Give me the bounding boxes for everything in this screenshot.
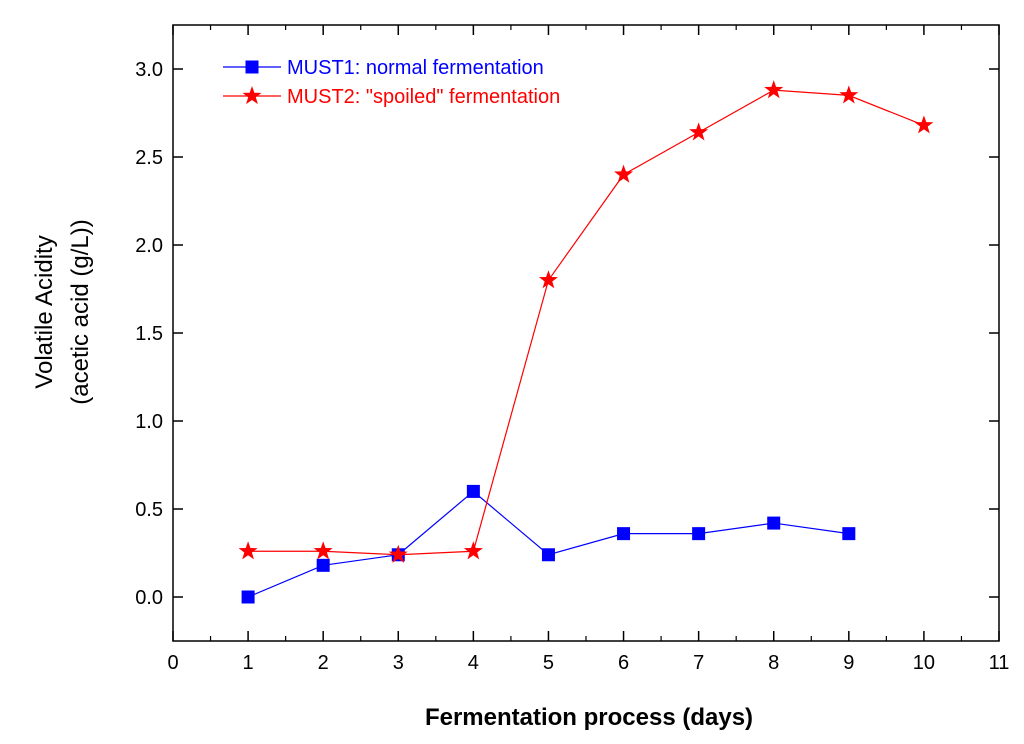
series-1-line: [247, 490, 849, 598]
series-2-point: [689, 122, 709, 141]
x-tick-label: 3: [393, 652, 404, 674]
y-axis: 0.0 0.5 1.0 1.5 2.0 2.5 3.0: [135, 59, 999, 609]
series-2-point: [538, 270, 558, 289]
series-2-point: [914, 115, 934, 134]
series-2-point: [614, 164, 634, 183]
x-tick-label: 4: [468, 652, 479, 674]
series-2-point: [313, 541, 333, 560]
y-tick-label: 2.5: [135, 147, 163, 169]
y-axis-title-group: Volatile Acidity (acetic acid (g/L)): [31, 219, 94, 404]
x-tick-label: 7: [693, 652, 704, 674]
legend-entry-2: MUST2: "spoiled" fermentation: [223, 86, 560, 108]
legend-marker: [245, 60, 259, 74]
x-tick-label: 6: [618, 652, 629, 674]
x-tick-label: 1: [243, 652, 254, 674]
x-tick-label: 0: [167, 652, 178, 674]
x-tick-label: 9: [843, 652, 854, 674]
legend-marker: [242, 86, 262, 105]
series-2-point: [463, 541, 483, 560]
y-tick-label: 0.5: [135, 499, 163, 521]
series-2-point: [238, 541, 258, 560]
legend-label: MUST1: normal fermentation: [287, 57, 544, 79]
series-1-point: [316, 558, 330, 572]
x-axis: 0 1 2 3 4 5 6 7 8 9 10 11: [167, 25, 1009, 674]
y-tick-label: 1.0: [135, 411, 163, 433]
legend: MUST1: normal fermentation MUST2: "spoile…: [223, 57, 560, 108]
x-tick-label: 10: [913, 652, 935, 674]
series-1: [241, 484, 856, 604]
plot-frame: [172, 24, 1000, 642]
plot-border: [172, 24, 1000, 642]
y-tick-label: 0.0: [135, 587, 163, 609]
series-1-point: [541, 548, 555, 562]
legend-label: MUST2: "spoiled" fermentation: [287, 86, 560, 108]
series-1-point: [466, 484, 480, 498]
series-layer: [238, 80, 934, 604]
series-1-point: [241, 590, 255, 604]
y-axis-title-line2: (acetic acid (g/L)): [67, 219, 94, 404]
series-1-point: [617, 527, 631, 541]
series-2-point: [388, 544, 408, 563]
y-tick-label: 3.0: [135, 59, 163, 81]
series-2-point: [764, 80, 784, 99]
series-1-point: [767, 516, 781, 530]
series-1-point: [692, 527, 706, 541]
series-2: [238, 80, 934, 563]
x-tick-label: 5: [543, 652, 554, 674]
x-tick-label: 2: [318, 652, 329, 674]
x-tick-label: 8: [768, 652, 779, 674]
y-tick-label: 2.0: [135, 235, 163, 257]
legend-entry-1: MUST1: normal fermentation: [223, 57, 544, 79]
series-2-line: [248, 89, 925, 556]
y-axis-title-line1: Volatile Acidity: [31, 235, 58, 388]
series-2-point: [839, 85, 859, 104]
series-1-point: [842, 527, 856, 541]
y-tick-label: 1.5: [135, 323, 163, 345]
x-axis-title: Fermentation process (days): [425, 704, 753, 731]
x-tick-label: 11: [989, 652, 1010, 674]
